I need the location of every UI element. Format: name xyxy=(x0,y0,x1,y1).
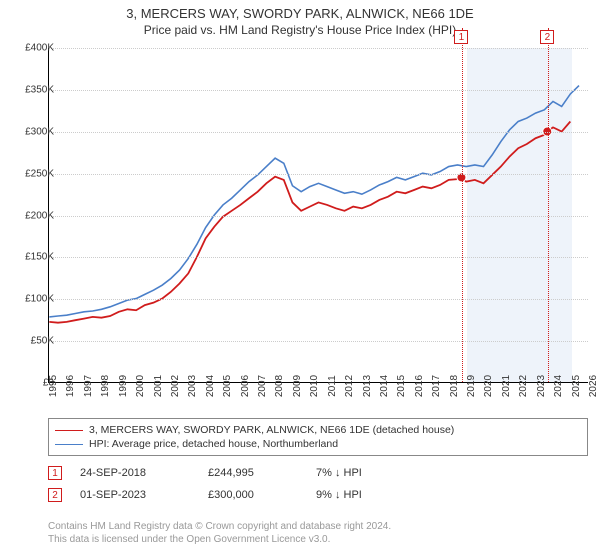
sale-marker: 1 xyxy=(454,30,468,44)
x-axis-label: 2018 xyxy=(449,375,460,397)
gridline xyxy=(49,299,588,300)
sale-date: 24-SEP-2018 xyxy=(80,467,190,479)
x-axis-label: 2009 xyxy=(292,375,303,397)
x-axis-label: 1999 xyxy=(118,375,129,397)
x-axis-label: 2014 xyxy=(379,375,390,397)
sale-delta: 7% ↓ HPI xyxy=(316,467,426,479)
y-axis-label: £400K xyxy=(25,43,54,54)
sales-table: 1 24-SEP-2018 £244,995 7% ↓ HPI 2 01-SEP-2023… xyxy=(48,462,426,506)
chart-title: 3, MERCERS WAY, SWORDY PARK, ALNWICK, NE… xyxy=(0,0,600,21)
x-axis-label: 2000 xyxy=(135,375,146,397)
sale-date: 01-SEP-2023 xyxy=(80,489,190,501)
sales-table-row: 2 01-SEP-2023 £300,000 9% ↓ HPI xyxy=(48,484,426,506)
x-axis-label: 2021 xyxy=(501,375,512,397)
x-axis-label: 2004 xyxy=(205,375,216,397)
x-axis-label: 2002 xyxy=(170,375,181,397)
y-axis-label: £100K xyxy=(25,294,54,305)
sale-price: £300,000 xyxy=(208,489,298,501)
gridline xyxy=(49,90,588,91)
x-axis-label: 2025 xyxy=(571,375,582,397)
credits-line: Contains HM Land Registry data © Crown c… xyxy=(48,520,588,533)
legend-label: 3, MERCERS WAY, SWORDY PARK, ALNWICK, NE… xyxy=(89,424,454,436)
legend-swatch xyxy=(55,444,83,445)
x-axis-label: 1995 xyxy=(48,375,59,397)
y-axis-label: £150K xyxy=(25,252,54,263)
sale-marker: 1 xyxy=(48,466,62,480)
series-line-price_paid xyxy=(49,121,570,322)
x-axis-label: 2011 xyxy=(327,375,338,397)
x-axis-label: 2026 xyxy=(588,375,599,397)
credits: Contains HM Land Registry data © Crown c… xyxy=(48,520,588,546)
x-axis-label: 2003 xyxy=(187,375,198,397)
legend-swatch xyxy=(55,430,83,431)
x-axis-label: 2019 xyxy=(466,375,477,397)
x-axis-label: 2013 xyxy=(362,375,373,397)
y-axis-label: £50K xyxy=(31,336,54,347)
x-axis-label: 2001 xyxy=(153,375,164,397)
gridline xyxy=(49,216,588,217)
x-axis-label: 2008 xyxy=(274,375,285,397)
y-axis-label: £350K xyxy=(25,84,54,95)
gridline xyxy=(49,257,588,258)
sales-table-row: 1 24-SEP-2018 £244,995 7% ↓ HPI xyxy=(48,462,426,484)
chart-subtitle: Price paid vs. HM Land Registry's House … xyxy=(0,21,600,41)
x-axis-label: 2012 xyxy=(344,375,355,397)
x-axis-label: 2010 xyxy=(309,375,320,397)
gridline xyxy=(49,48,588,49)
sale-marker: 2 xyxy=(48,488,62,502)
legend-item-price-paid: 3, MERCERS WAY, SWORDY PARK, ALNWICK, NE… xyxy=(55,423,581,437)
x-axis-label: 1997 xyxy=(83,375,94,397)
x-axis-label: 2024 xyxy=(553,375,564,397)
x-axis-label: 2017 xyxy=(431,375,442,397)
sale-vline xyxy=(462,28,463,382)
sale-vline xyxy=(548,28,549,382)
y-axis-label: £200K xyxy=(25,210,54,221)
series-line-hpi xyxy=(49,86,579,317)
x-axis-label: 2020 xyxy=(483,375,494,397)
y-axis-label: £300K xyxy=(25,126,54,137)
gridline xyxy=(49,132,588,133)
x-axis-label: 2023 xyxy=(536,375,547,397)
legend-label: HPI: Average price, detached house, Nort… xyxy=(89,438,338,450)
sale-delta: 9% ↓ HPI xyxy=(316,489,426,501)
sale-marker: 2 xyxy=(540,30,554,44)
x-axis-label: 2022 xyxy=(518,375,529,397)
credits-line: This data is licensed under the Open Gov… xyxy=(48,533,588,546)
legend: 3, MERCERS WAY, SWORDY PARK, ALNWICK, NE… xyxy=(48,418,588,456)
gridline xyxy=(49,341,588,342)
x-axis-label: 1998 xyxy=(100,375,111,397)
x-axis-label: 2007 xyxy=(257,375,268,397)
plot-area xyxy=(48,48,588,383)
x-axis-label: 1996 xyxy=(65,375,76,397)
gridline xyxy=(49,174,588,175)
x-axis-label: 2015 xyxy=(396,375,407,397)
legend-item-hpi: HPI: Average price, detached house, Nort… xyxy=(55,437,581,451)
y-axis-label: £250K xyxy=(25,168,54,179)
x-axis-label: 2005 xyxy=(222,375,233,397)
x-axis-label: 2016 xyxy=(414,375,425,397)
sale-price: £244,995 xyxy=(208,467,298,479)
x-axis-label: 2006 xyxy=(240,375,251,397)
